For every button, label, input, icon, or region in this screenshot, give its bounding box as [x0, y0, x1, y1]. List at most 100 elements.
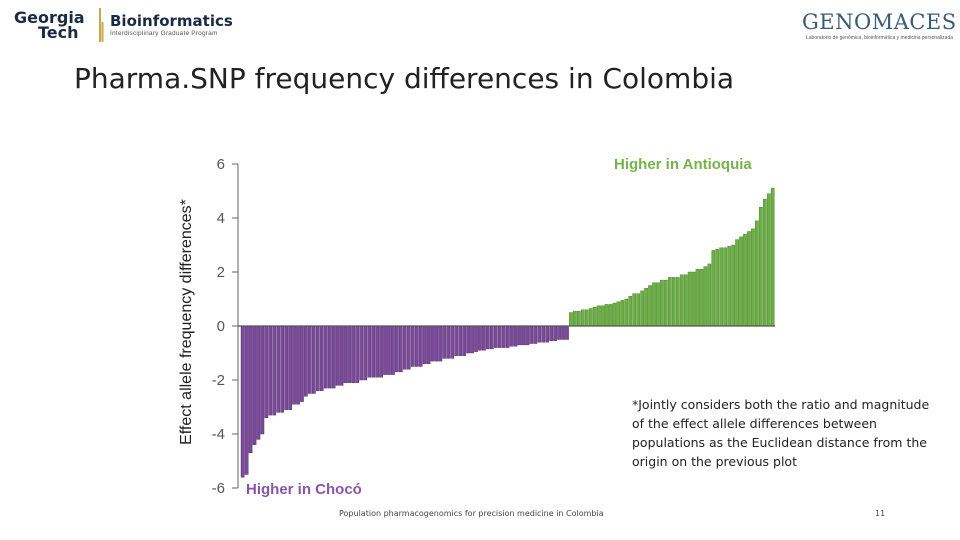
bar [319, 325, 324, 392]
bar [596, 305, 601, 327]
bar [264, 325, 269, 419]
bar [731, 244, 735, 327]
bar [739, 236, 743, 327]
bar [387, 325, 391, 375]
bar [418, 325, 423, 367]
bar [505, 325, 510, 348]
annotation-higher-choco: Higher in Chocó [246, 481, 362, 498]
bar [565, 325, 569, 340]
bar [616, 301, 621, 327]
bar [608, 304, 613, 327]
bar [248, 325, 253, 454]
y-tick-label: -4 [212, 426, 225, 443]
bar [735, 239, 739, 327]
bar [762, 198, 767, 327]
bar [747, 231, 751, 327]
bar [288, 325, 292, 410]
y-tick-label: 4 [217, 210, 225, 227]
bar [624, 298, 629, 327]
bar [383, 325, 387, 375]
bar [513, 325, 518, 347]
bar [675, 277, 680, 327]
bar [604, 304, 609, 327]
bar [668, 277, 672, 327]
bar [296, 325, 300, 405]
bar [490, 325, 494, 350]
bar [375, 325, 379, 378]
bar [458, 325, 462, 356]
bar [308, 325, 312, 394]
bar [533, 325, 538, 344]
bar [679, 274, 684, 327]
bar [482, 325, 486, 351]
bar [244, 325, 249, 475]
bar [426, 325, 431, 364]
y-axis-ticks: 6 4 2 0 -2 -4 -6 [212, 156, 238, 497]
logo-tech-text: Tech [38, 23, 79, 42]
bar [592, 306, 597, 327]
bar [292, 325, 296, 405]
bar [577, 310, 581, 327]
bar [517, 325, 522, 346]
annotation-higher-antioquia: Higher in Antioquia [614, 156, 752, 173]
bar [312, 325, 316, 394]
bar [395, 325, 399, 373]
bar [711, 250, 716, 327]
y-tick-label: -6 [212, 480, 225, 497]
bar [256, 325, 261, 440]
logo-genomaces-subtitle: Laboratorio de genómica, bioinformática … [806, 35, 954, 41]
bar [367, 325, 372, 378]
bar-group [240, 188, 775, 478]
bar [304, 325, 308, 397]
bar [707, 263, 712, 327]
bar [699, 269, 704, 327]
bar [644, 288, 648, 327]
bar [509, 325, 514, 347]
bar [300, 325, 304, 402]
bar [561, 325, 565, 340]
bar [414, 325, 419, 367]
bar [466, 325, 470, 354]
bar [580, 309, 585, 327]
bar [474, 325, 478, 352]
bar [327, 325, 332, 389]
logo-georgia-text: Georgia [14, 8, 85, 27]
bar [450, 325, 455, 359]
y-tick-label: 2 [217, 264, 225, 281]
y-tick-label: 6 [217, 156, 225, 173]
bar [402, 325, 407, 370]
bar [573, 310, 577, 327]
bar [497, 325, 502, 348]
bar [486, 325, 490, 350]
bar [260, 325, 265, 435]
bar [335, 325, 340, 386]
genomaces-logo: GENOMACES Laboratorio de genómica, bioin… [798, 10, 956, 46]
bar [612, 302, 617, 327]
bar [557, 325, 561, 340]
bar [715, 248, 720, 327]
bar [766, 193, 771, 327]
bar [521, 325, 526, 346]
y-axis-label: Effect allele frequency differences* [178, 199, 195, 445]
bar [545, 325, 550, 343]
bar [600, 305, 605, 327]
bar [442, 325, 447, 359]
bar [347, 325, 352, 383]
bar [276, 325, 281, 413]
bar [268, 325, 273, 416]
slide-title: Pharma.SNP frequency differences in Colo… [74, 62, 735, 95]
bar [280, 325, 284, 413]
bar [569, 312, 573, 327]
bar [351, 325, 356, 383]
bar [240, 325, 245, 478]
bar [648, 285, 652, 327]
bar [553, 325, 557, 342]
bar [434, 325, 439, 362]
footnote: *Jointly considers both the ratio and ma… [632, 397, 930, 469]
bar [410, 325, 415, 367]
bar [758, 206, 763, 327]
bar [671, 277, 676, 327]
bar [691, 271, 696, 327]
bar [493, 325, 498, 348]
bar [339, 325, 344, 386]
